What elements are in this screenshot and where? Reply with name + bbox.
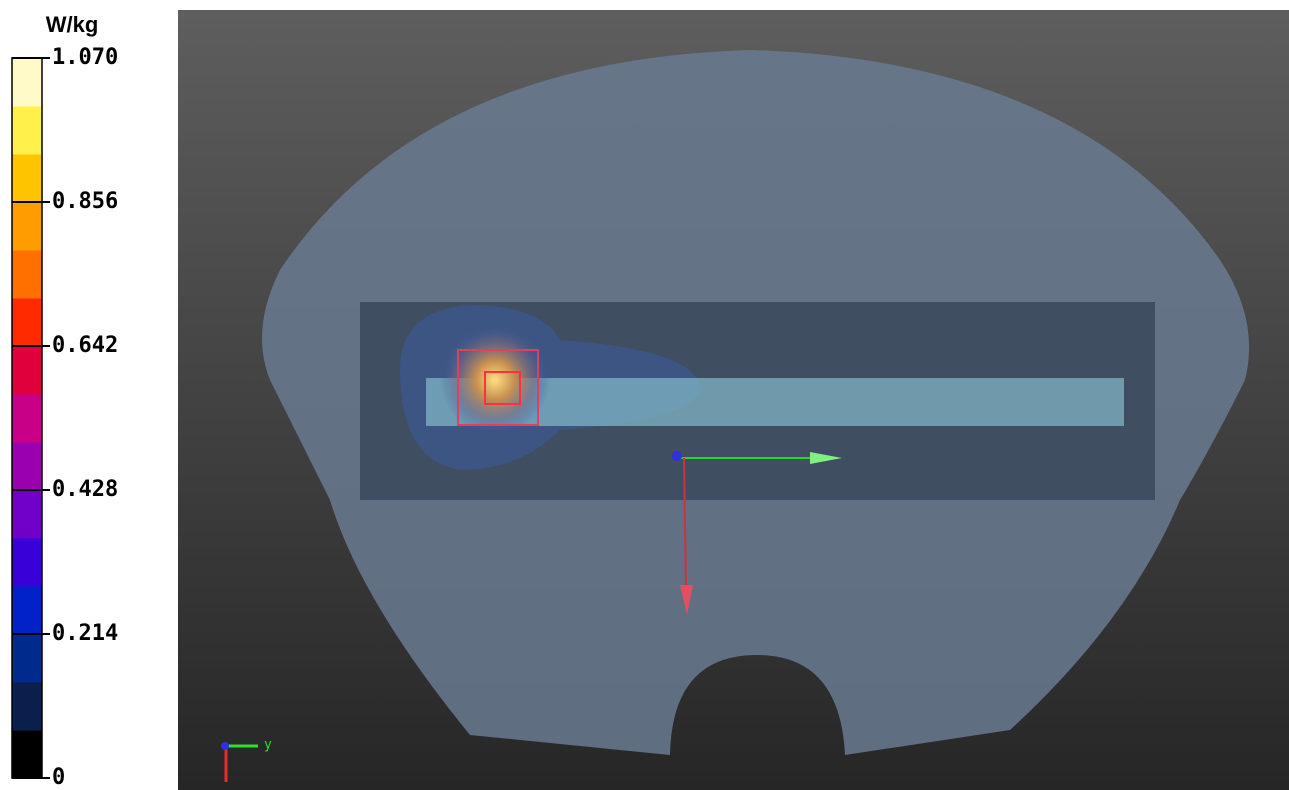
color-band bbox=[12, 730, 42, 779]
viewport: y bbox=[178, 10, 1289, 790]
color-band bbox=[12, 442, 42, 491]
axes-triad: y bbox=[221, 738, 272, 782]
color-band bbox=[12, 250, 42, 299]
peak-box bbox=[457, 349, 539, 426]
color-band bbox=[12, 682, 42, 731]
peak-cube bbox=[484, 371, 521, 405]
tick-label: 0.428 bbox=[52, 477, 118, 502]
colorbar-unit: W/kg bbox=[46, 12, 99, 37]
color-band bbox=[12, 202, 42, 251]
triad-origin bbox=[221, 742, 229, 750]
axis-x-arrow bbox=[683, 457, 687, 591]
color-band bbox=[12, 538, 42, 587]
color-band bbox=[12, 634, 42, 683]
color-band bbox=[12, 490, 42, 539]
color-band bbox=[12, 298, 42, 347]
origin bbox=[672, 451, 682, 461]
color-band bbox=[12, 394, 42, 443]
tick-label: 0.856 bbox=[52, 189, 118, 214]
tick-label: 0 bbox=[52, 765, 65, 790]
color-band bbox=[12, 106, 42, 155]
hotspot bbox=[440, 325, 550, 435]
axis-x-head bbox=[680, 585, 693, 615]
color-band bbox=[12, 586, 42, 635]
color-band bbox=[12, 154, 42, 203]
color-band bbox=[12, 346, 42, 395]
color-band bbox=[12, 58, 42, 107]
colorbar: W/kg 0 0.214 0.428 0.642 0.856 1.070 bbox=[11, 12, 118, 790]
triad-y-label: y bbox=[264, 738, 272, 753]
axis-y-head bbox=[810, 452, 842, 464]
tick-label: 0.214 bbox=[52, 621, 118, 646]
tick-label: 0.642 bbox=[52, 333, 118, 358]
tick-label: 1.070 bbox=[52, 45, 118, 70]
